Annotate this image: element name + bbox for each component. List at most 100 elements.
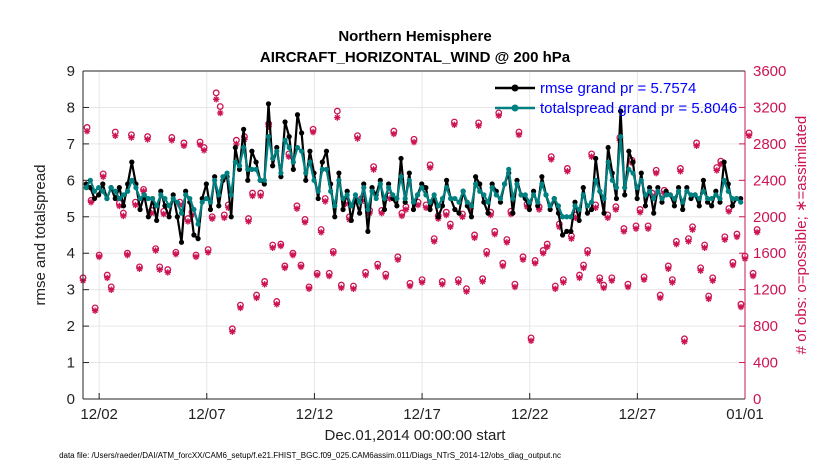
totalspread-point	[394, 195, 400, 202]
rmse-point	[576, 217, 582, 224]
y-tick-label-right: 2800	[753, 136, 786, 153]
totalspread-point	[497, 195, 504, 202]
obs-assimilated-marker	[459, 213, 466, 221]
x-tick-label: 01/01	[726, 406, 764, 423]
totalspread-point	[402, 195, 408, 202]
rmse-point	[145, 214, 151, 220]
rmse-point	[721, 159, 727, 165]
obs-assimilated-marker	[156, 266, 163, 273]
x-tick-label: 12/27	[619, 406, 657, 423]
obs-assimilated-marker	[406, 282, 414, 290]
totalspread-point	[332, 203, 338, 209]
obs-assimilated-marker	[426, 164, 434, 171]
rmse-point	[634, 195, 640, 202]
x-tick-label: 12/17	[403, 406, 441, 423]
obs-assimilated-marker	[237, 304, 244, 312]
totalspread-point	[344, 192, 350, 198]
rmse-point	[154, 217, 160, 224]
totalspread-point	[493, 192, 499, 198]
totalspread-point	[361, 185, 367, 191]
totalspread-point	[709, 195, 715, 202]
obs-assimilated-marker	[374, 263, 381, 271]
obs-assimilated-marker	[568, 235, 575, 242]
totalspread-point	[319, 166, 325, 172]
rmse-point	[514, 177, 520, 183]
totalspread-point	[593, 177, 599, 183]
rmse-point	[630, 159, 636, 165]
rmse-point	[120, 203, 127, 209]
obs-assimilated-marker	[180, 142, 188, 149]
obs-assimilated-marker	[636, 209, 644, 216]
totalspread-point	[584, 203, 591, 209]
totalspread-point	[630, 170, 636, 176]
obs-assimilated-marker	[600, 284, 607, 292]
obs-assimilated-marker	[330, 250, 337, 257]
rmse-point	[559, 232, 566, 238]
totalspread-point	[733, 195, 740, 202]
obs-assimilated-marker	[539, 250, 547, 257]
rmse-point	[547, 206, 553, 213]
obs-assimilated-marker	[592, 204, 599, 211]
totalspread-point	[667, 192, 673, 198]
obs-assimilated-marker	[644, 225, 652, 232]
rmse-point	[477, 181, 483, 187]
totalspread-point	[510, 195, 516, 202]
totalspread-point	[547, 203, 553, 209]
y-tick-label-left: 4	[67, 245, 75, 262]
totalspread-point	[253, 166, 259, 172]
rmse-point	[593, 155, 599, 162]
rmse-point	[588, 206, 595, 213]
obs-assimilated-marker	[217, 109, 224, 117]
rmse-point	[361, 181, 367, 187]
totalspread-point	[245, 166, 251, 172]
totalspread-point	[415, 192, 421, 198]
totalspread-point	[129, 177, 135, 183]
obs-assimilated-marker	[535, 206, 543, 213]
obs-assimilated-marker	[531, 260, 539, 267]
rmse-point	[282, 119, 288, 125]
obs-assimilated-marker	[572, 214, 579, 221]
rmse-point	[336, 170, 342, 176]
rmse-point	[688, 195, 694, 202]
obs-assimilated-marker	[297, 263, 305, 271]
totalspread-point	[286, 144, 292, 151]
rmse-point	[174, 214, 180, 220]
obs-assimilated-marker	[301, 219, 309, 226]
totalspread-point	[270, 155, 276, 162]
rmse-point	[212, 174, 218, 180]
legend-spread-label: totalspread grand pr = 5.8046	[540, 100, 737, 117]
y-tick-label-right: 1200	[753, 282, 786, 299]
totalspread-point	[738, 199, 744, 205]
obs-assimilated-marker	[519, 256, 527, 263]
obs-assimilated-marker	[257, 192, 264, 200]
totalspread-point	[183, 192, 189, 198]
totalspread-point	[307, 159, 313, 165]
totalspread-point	[464, 199, 470, 205]
obs-assimilated-marker	[87, 199, 95, 206]
totalspread-point	[373, 195, 379, 202]
obs-assimilated-marker	[229, 328, 236, 335]
obs-assimilated-marker	[515, 131, 523, 139]
totalspread-point	[684, 188, 690, 194]
totalspread-point	[187, 195, 193, 202]
rmse-point	[365, 228, 371, 234]
rmse-point	[622, 192, 628, 198]
totalspread-point	[506, 166, 512, 172]
totalspread-point	[671, 195, 678, 202]
obs-assimilated-marker	[390, 130, 398, 138]
totalspread-point	[158, 192, 164, 198]
obs-assimilated-marker	[455, 279, 462, 286]
obs-assimilated-marker	[479, 278, 486, 285]
obs-assimilated-marker	[713, 167, 720, 174]
totalspread-point	[472, 181, 479, 187]
obs-possible-marker	[333, 107, 341, 115]
obs-assimilated-marker	[414, 201, 422, 209]
rmse-point	[236, 166, 243, 172]
totalspread-point	[261, 177, 267, 183]
rmse-point	[112, 195, 118, 202]
rmse-point	[568, 228, 574, 234]
obs-assimilated-marker	[410, 138, 418, 146]
obs-assimilated-marker	[108, 286, 115, 293]
obs-assimilated-marker	[354, 135, 361, 142]
